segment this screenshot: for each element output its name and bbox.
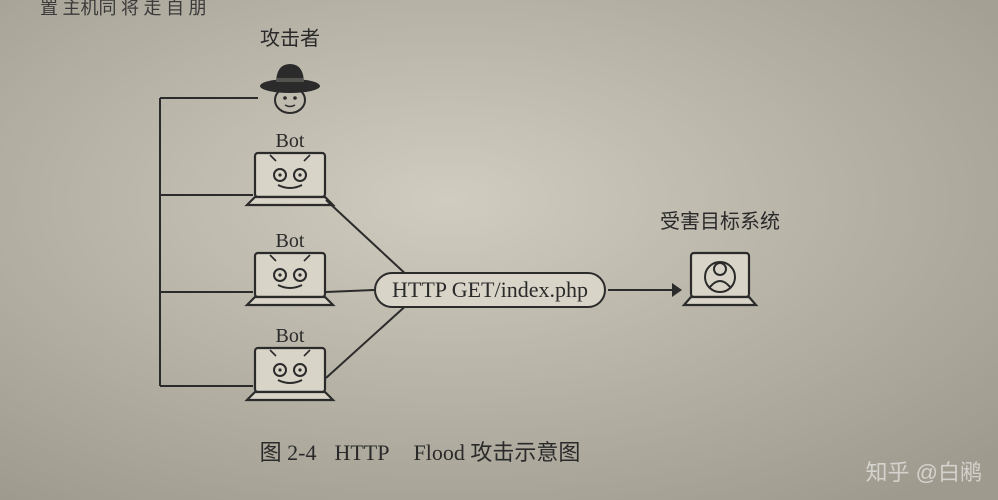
bot-laptop-1 [247,153,333,205]
paper-background [0,0,998,500]
figure-caption: 图 2-4HTTPFlood 攻击示意图 [260,440,581,465]
target-icon [684,253,756,305]
attacker-label: 攻击者 [260,27,320,50]
http-request-text: HTTP GET/index.php [392,277,588,302]
watermark: 知乎 @白鹇 [866,460,982,485]
bot-laptop-3 [247,348,333,400]
bot-label-3: Bot [276,325,305,347]
bot-label-1: Bot [276,130,305,152]
target-label: 受害目标系统 [660,210,780,233]
bot-laptop-2 [247,253,333,305]
clipped-top-text: 置 主机同 将 走 自 朋 [40,0,207,18]
bot-label-2: Bot [276,230,305,252]
